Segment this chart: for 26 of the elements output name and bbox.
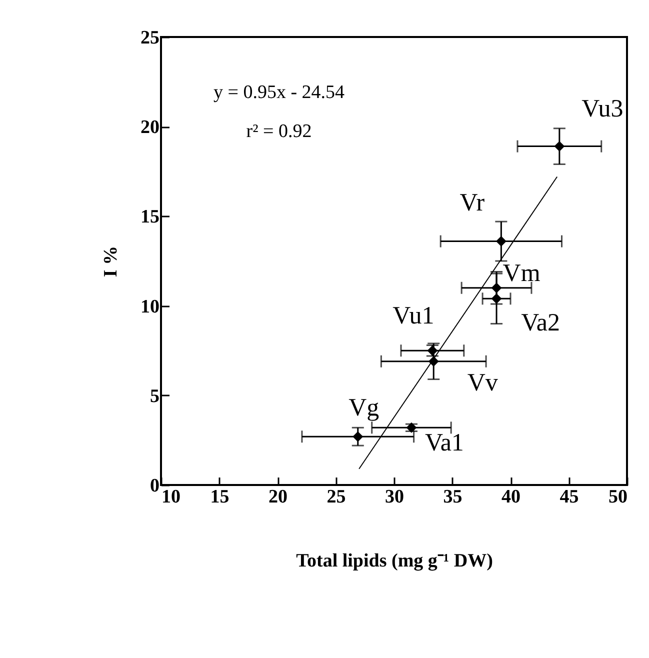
annotation: Vv [467,369,498,396]
annotation: Va1 [425,430,464,457]
y-tick-label: 0 [150,476,160,496]
x-tick-label: 40 [502,486,520,508]
annotation: Vu1 [392,302,434,330]
y-tick-label: 10 [140,296,160,318]
y-tick-label: 25 [140,28,160,48]
x-tick-label: 30 [385,486,404,508]
y-tick-label: 5 [150,386,160,407]
annotation: Vg [348,394,380,422]
x-tick-label: 20 [268,486,288,508]
y-axis-title: I % [100,246,122,278]
annotation: r² = 0.92 [246,121,312,142]
y-tick-label: 20 [140,117,160,138]
x-tick-label: 35 [443,486,462,508]
x-tick-label: 25 [326,486,346,508]
annotation: y = 0.95x - 24.54 [213,82,346,103]
x-tick-label: 50 [608,486,628,508]
x-tick-label: 15 [210,486,230,508]
y-tick-label: 15 [140,206,160,228]
annotation: Va2 [521,310,560,337]
annotation: Vu3 [582,95,624,122]
annotation: Vr [460,189,486,216]
annotation: Vm [502,260,541,287]
x-tick-label: 45 [560,486,579,508]
x-axis-title: Total lipids (mg g⁻¹ DW) [296,550,493,572]
